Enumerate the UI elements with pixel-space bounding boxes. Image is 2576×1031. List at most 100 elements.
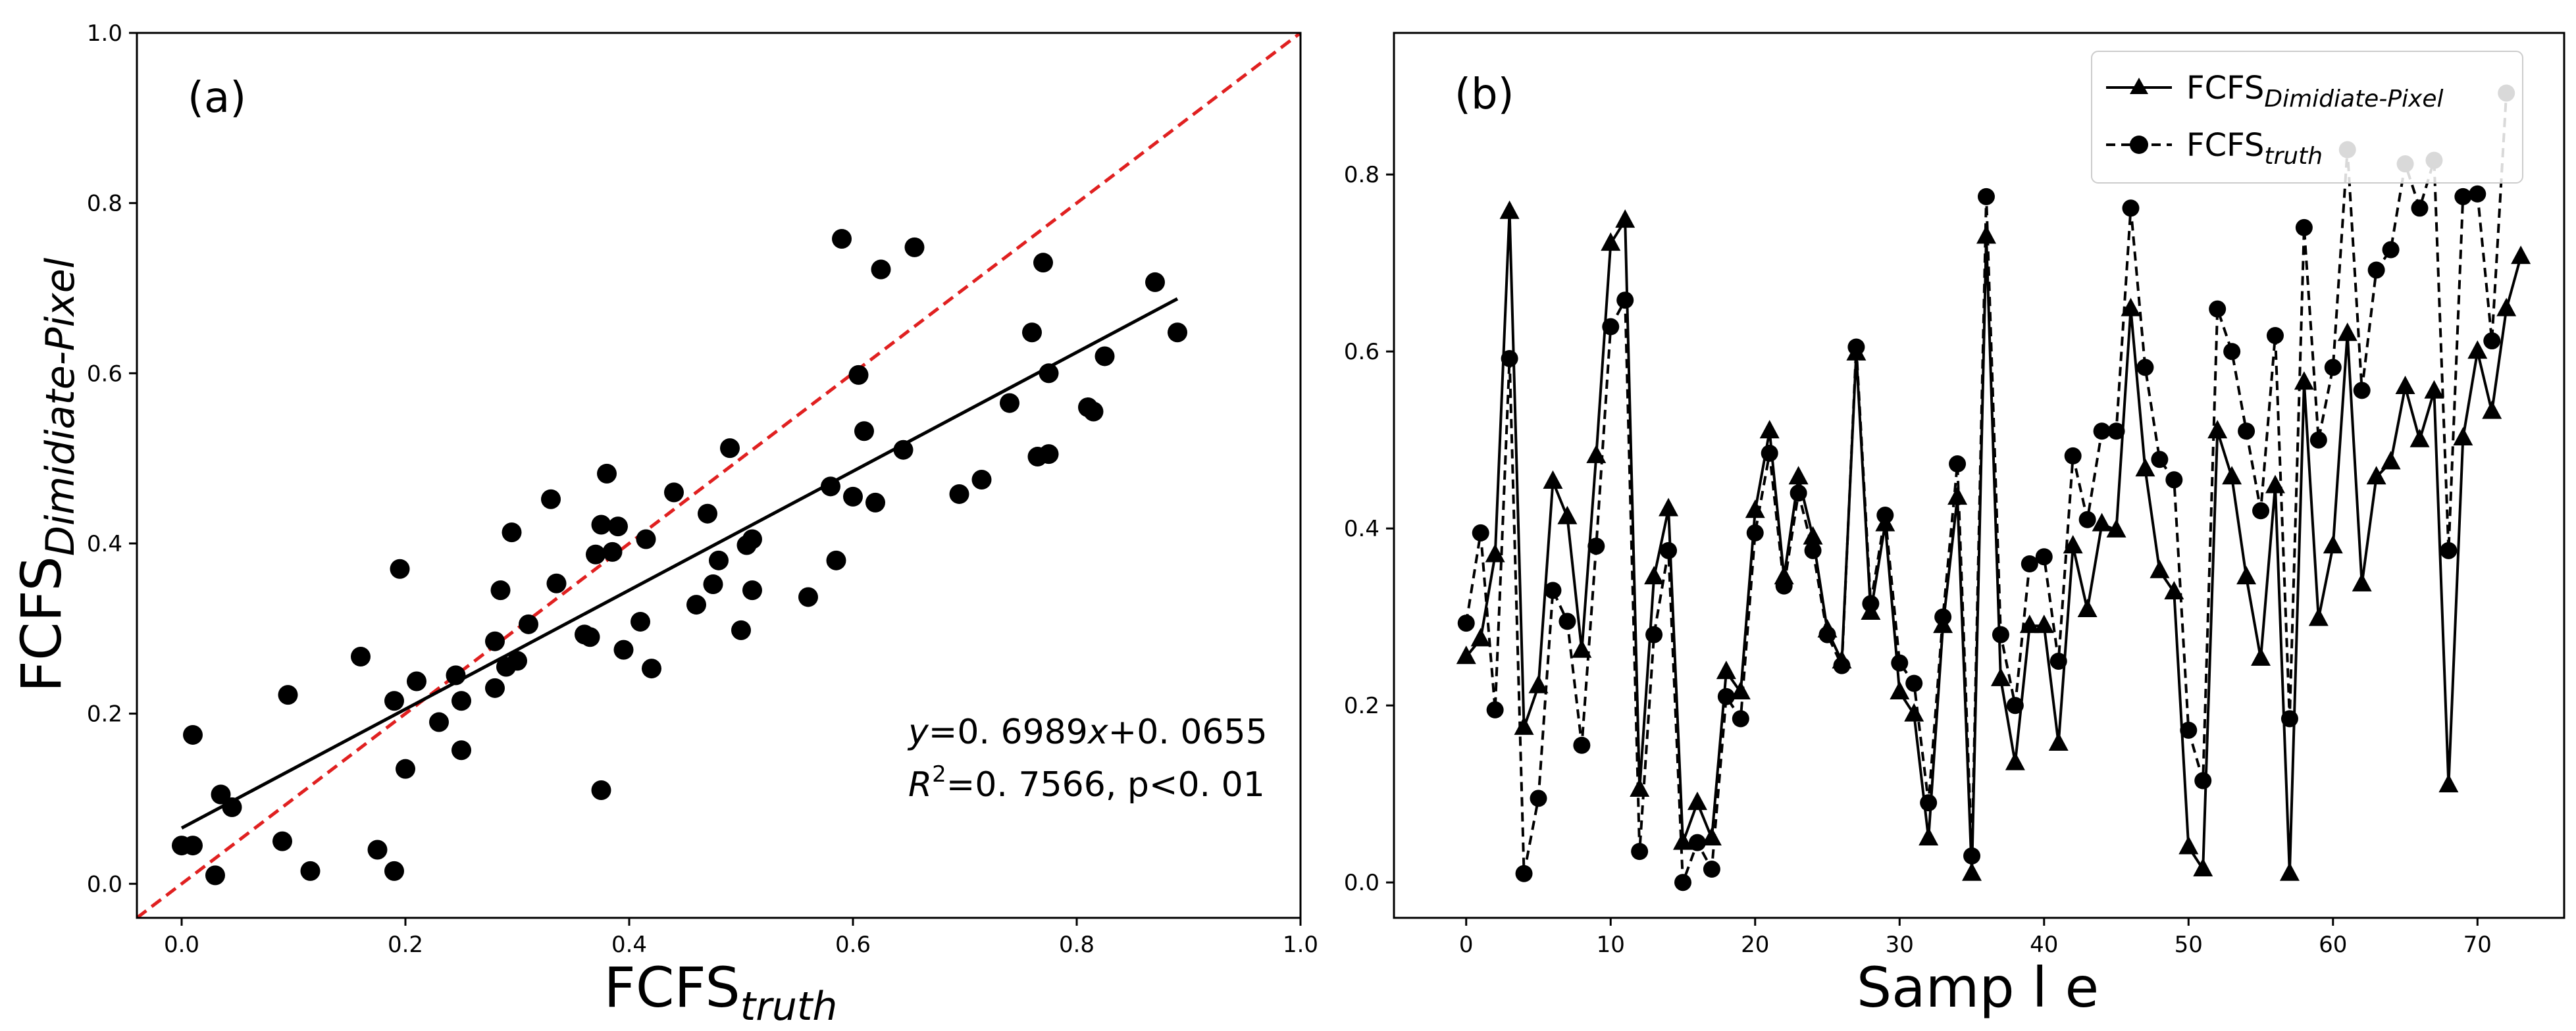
circle-marker xyxy=(2093,422,2111,440)
a-xtick-label: 0.0 xyxy=(164,932,199,958)
panel-a-label: (a) xyxy=(188,74,246,122)
b-xtick-label: 50 xyxy=(2175,932,2203,958)
circle-marker xyxy=(1457,615,1475,632)
circle-marker xyxy=(1573,736,1591,754)
scatter-point xyxy=(597,463,617,484)
scatter-point xyxy=(608,516,628,537)
triangle-marker xyxy=(2121,297,2141,316)
r2-R: R xyxy=(908,765,932,805)
triangle-marker xyxy=(2294,371,2314,390)
circle-marker xyxy=(2122,199,2140,217)
circle-marker xyxy=(1847,338,1865,356)
scatter-point xyxy=(826,550,846,570)
triangle-marker xyxy=(1470,628,1491,647)
triangle-marker xyxy=(1990,667,2011,686)
triangle-marker xyxy=(1644,566,1664,585)
b-ytick-label: 0.2 xyxy=(1344,693,1379,719)
r2-rest: =0. 7566, p<0. 01 xyxy=(946,765,1265,805)
panel-a-ylabel: FCFSDimidiate-Pixel xyxy=(9,257,84,692)
triangle-marker xyxy=(1485,543,1505,563)
scatter-point xyxy=(507,651,527,671)
circle-marker xyxy=(1746,524,1764,541)
scatter-point xyxy=(798,587,818,607)
panel-b-ticks: 0 10 20 30 40 50 60 70 0.0 0.2 0.4 0.6 0.8 xyxy=(1344,162,2492,958)
identity-line xyxy=(137,33,1301,918)
scatter-point xyxy=(1022,322,1042,343)
circle-marker xyxy=(1963,847,1981,865)
scatter-point xyxy=(636,529,656,549)
b-ytick-label: 0.8 xyxy=(1344,162,1379,188)
circle-marker xyxy=(2440,541,2458,559)
triangle-marker xyxy=(1745,499,1765,518)
b-xtick-label: 70 xyxy=(2463,932,2492,958)
circle-marker xyxy=(2107,422,2125,440)
scatter-point xyxy=(1039,363,1059,384)
triangle-marker xyxy=(2323,535,2343,554)
triangle-marker xyxy=(2424,380,2444,399)
triangle-marker xyxy=(1890,681,1910,700)
circle-marker xyxy=(2136,359,2154,376)
panel-a-ticks: 0.0 0.2 0.4 0.6 0.8 1.0 0.0 0.2 0.4 0.6 0.8 1.0 xyxy=(87,20,1318,958)
triangle-marker xyxy=(2048,732,2069,751)
circle-marker xyxy=(2309,431,2327,449)
legend-label-truth: FCFStruth xyxy=(2186,127,2323,170)
scatter-point xyxy=(446,665,466,686)
circle-marker xyxy=(1631,843,1649,861)
scatter-point xyxy=(1000,393,1019,413)
a-ytick-label: 0.6 xyxy=(87,361,122,387)
scatter-point xyxy=(300,861,321,881)
legend: FCFSDimidiate-Pixel FCFStruth xyxy=(2091,51,2523,184)
scatter-point xyxy=(904,237,925,257)
triangle-marker xyxy=(2482,400,2502,419)
triangle-marker xyxy=(2034,615,2054,634)
triangle-marker xyxy=(2308,607,2329,626)
b-xtick-label: 10 xyxy=(1597,932,1625,958)
triangle-marker xyxy=(2511,245,2531,264)
scatter-point xyxy=(865,492,885,513)
scatter-point xyxy=(821,476,840,497)
panel-a-points xyxy=(172,228,1187,886)
legend-box xyxy=(2091,51,2523,184)
triangle-marker xyxy=(2005,751,2025,770)
triangle-marker xyxy=(1543,470,1563,489)
scatter-point xyxy=(664,482,684,503)
fit-line xyxy=(180,297,1179,830)
a-ytick-label: 1.0 xyxy=(87,20,122,47)
triangle-marker xyxy=(1615,209,1636,228)
triangle-marker xyxy=(1687,792,1707,811)
a-ytick-label: 0.0 xyxy=(87,871,122,897)
triangle-marker xyxy=(1701,826,1722,845)
circle-marker xyxy=(1920,794,1938,812)
circle-marker xyxy=(1977,188,1995,205)
circle-marker xyxy=(2209,300,2227,318)
circle-marker xyxy=(1818,626,1836,643)
panel-a-scatter: 0.0 0.2 0.4 0.6 0.8 1.0 0.0 0.2 0.4 0.6 0.8 1.0 (a)… xyxy=(9,20,1318,1030)
b-xtick-label: 0 xyxy=(1459,932,1474,958)
triangle-marker xyxy=(2395,376,2415,394)
triangle-marker xyxy=(2077,598,2098,617)
scatter-point xyxy=(490,580,511,601)
a-ytick-label: 0.2 xyxy=(87,701,122,728)
a-ytick-label: 0.4 xyxy=(87,531,122,557)
triangle-marker xyxy=(1673,831,1693,850)
circle-marker xyxy=(2180,721,2198,739)
scatter-point xyxy=(429,712,449,732)
scatter-point xyxy=(893,440,914,460)
b-xtick-label: 40 xyxy=(2030,932,2058,958)
circle-marker xyxy=(1992,626,2009,643)
circle-marker xyxy=(1775,577,1793,595)
scatter-point xyxy=(384,691,404,711)
scatter-point xyxy=(1145,272,1165,292)
scatter-point xyxy=(686,595,706,615)
scatter-point xyxy=(1039,444,1059,465)
triangle-marker xyxy=(1904,703,1924,722)
circle-marker xyxy=(2223,343,2241,361)
legend-dimidiate-main: FCFS xyxy=(2186,70,2264,107)
circle-marker xyxy=(2295,218,2313,236)
scatter-point xyxy=(1095,346,1115,366)
panel-a-lines xyxy=(137,33,1301,918)
triangle-marker xyxy=(2207,420,2228,439)
legend-label-dimidiate: FCFSDimidiate-Pixel xyxy=(2186,70,2444,113)
triangle-marker xyxy=(1962,862,1982,881)
